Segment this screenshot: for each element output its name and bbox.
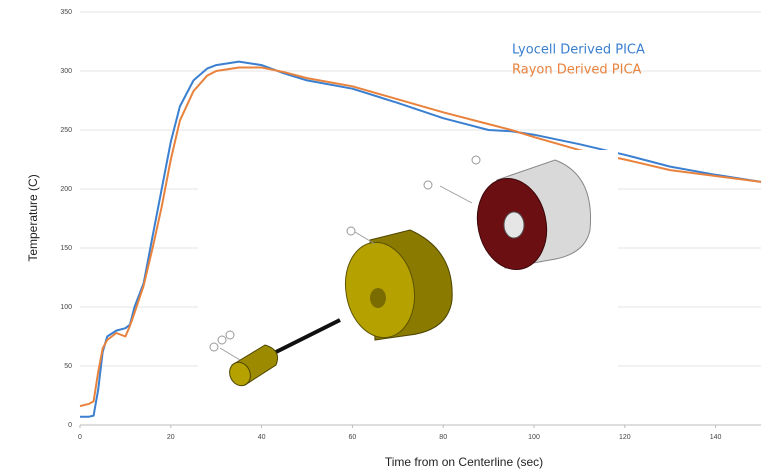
y-tick-label: 350 (60, 9, 72, 16)
inset-illustration (198, 150, 618, 412)
callout-bubble (210, 343, 218, 351)
legend-label: Rayon Derived PICA (512, 63, 642, 78)
callout-bubble (226, 331, 234, 339)
chart: Time from on Centerline (sec) Temperatur… (0, 0, 769, 474)
x-axis-label: Time from on Centerline (sec) (385, 455, 543, 469)
x-tick-label: 40 (258, 434, 266, 441)
y-tick-label: 300 (60, 68, 72, 75)
callout-bubble (347, 227, 355, 235)
y-tick-label: 150 (60, 245, 72, 252)
y-tick-label: 200 (60, 186, 72, 193)
callout-bubble (472, 156, 480, 164)
callout-bubble (424, 181, 432, 189)
x-tick-label: 0 (78, 434, 82, 441)
y-tick-label: 50 (64, 363, 72, 370)
legend-label: Lyocell Derived PICA (512, 43, 645, 58)
x-tick-label: 100 (528, 434, 540, 441)
gold-hole (370, 288, 386, 308)
y-tick-label: 250 (60, 127, 72, 134)
x-tick-label: 80 (439, 434, 447, 441)
y-tick-label: 0 (68, 422, 72, 429)
disk-hole (504, 212, 524, 238)
callout-bubble (218, 336, 226, 344)
x-tick-label: 60 (349, 434, 357, 441)
x-tick-label: 120 (619, 434, 631, 441)
y-axis-label: Temperature (C) (26, 174, 40, 261)
y-tick-label: 100 (60, 304, 72, 311)
x-tick-label: 20 (167, 434, 175, 441)
x-tick-label: 140 (710, 434, 722, 441)
